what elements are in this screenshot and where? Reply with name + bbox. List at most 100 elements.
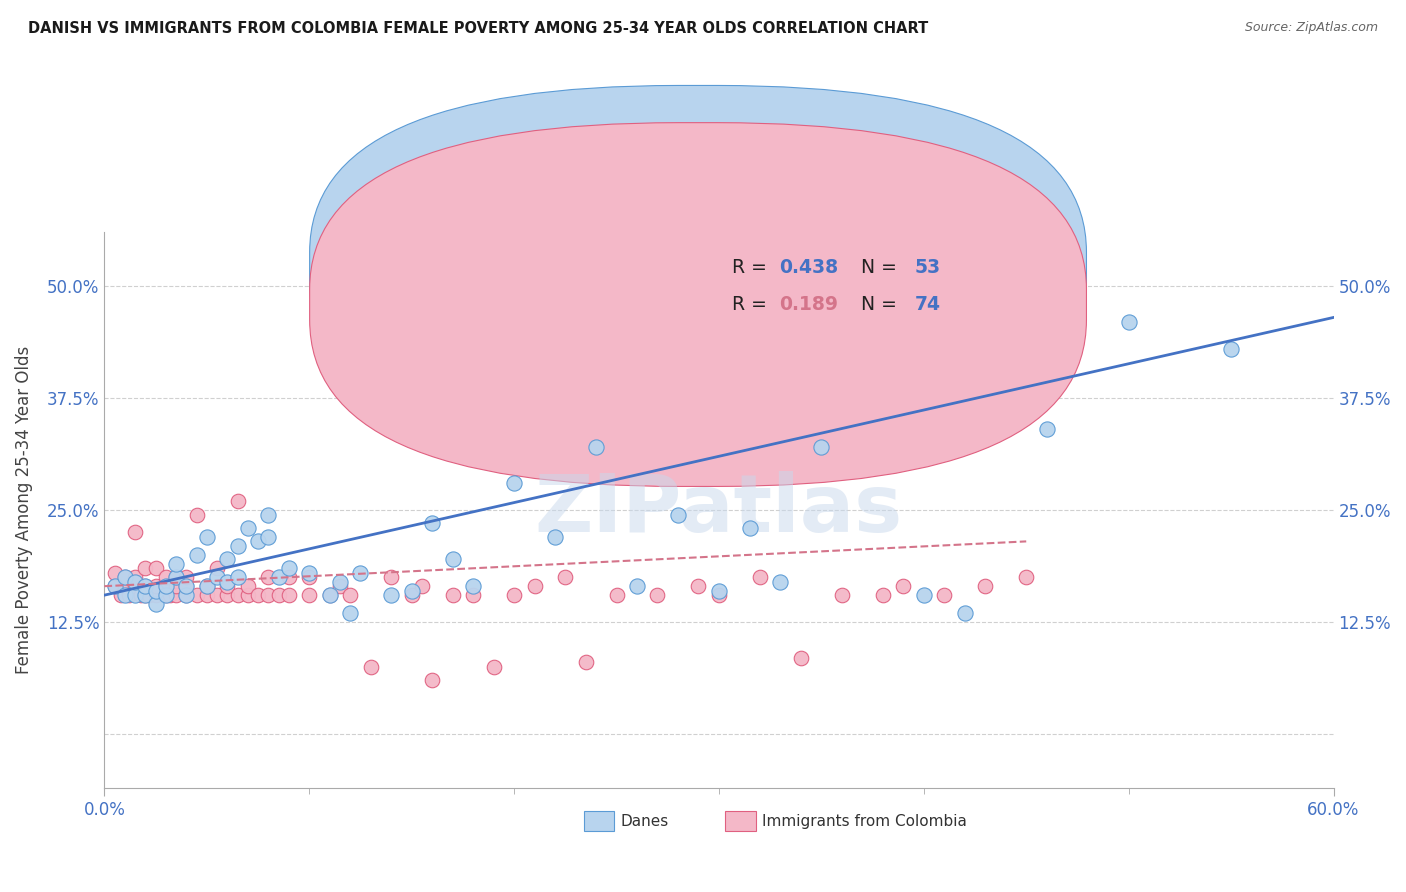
Point — [165, 570, 187, 584]
Point — [195, 579, 218, 593]
Point — [114, 579, 136, 593]
Point — [129, 588, 152, 602]
Point — [831, 588, 853, 602]
Point — [176, 588, 198, 602]
Point — [953, 606, 976, 620]
Point — [176, 579, 198, 593]
Point — [124, 570, 146, 584]
FancyBboxPatch shape — [309, 86, 1087, 450]
Point — [380, 588, 402, 602]
Point — [626, 579, 648, 593]
Point — [226, 494, 249, 508]
Point — [329, 579, 352, 593]
Point — [145, 579, 167, 593]
Point — [267, 570, 290, 584]
Point — [134, 579, 156, 593]
Point — [124, 588, 146, 602]
Point — [748, 570, 770, 584]
Point — [186, 548, 208, 562]
Point — [118, 588, 141, 602]
Point — [226, 539, 249, 553]
Point — [298, 566, 321, 580]
Point — [441, 588, 464, 602]
Point — [124, 574, 146, 589]
Text: R =: R = — [733, 295, 773, 314]
Text: 53: 53 — [914, 258, 941, 277]
FancyBboxPatch shape — [309, 123, 1087, 486]
Point — [688, 579, 710, 593]
Point — [236, 579, 259, 593]
Point — [226, 588, 249, 602]
Point — [912, 588, 935, 602]
Point — [195, 579, 218, 593]
Text: Immigrants from Colombia: Immigrants from Colombia — [762, 814, 967, 829]
Text: N =: N = — [849, 258, 903, 277]
Point — [110, 588, 132, 602]
Text: 0.438: 0.438 — [779, 258, 838, 277]
Point — [159, 588, 181, 602]
Point — [165, 570, 187, 584]
Text: N =: N = — [849, 295, 903, 314]
Point — [114, 570, 136, 584]
Text: Source: ZipAtlas.com: Source: ZipAtlas.com — [1244, 21, 1378, 34]
Point — [1220, 342, 1243, 356]
Point — [503, 588, 526, 602]
Point — [461, 579, 484, 593]
Point — [872, 588, 894, 602]
Point — [790, 651, 813, 665]
Point — [217, 574, 239, 589]
Point — [114, 588, 136, 602]
Point — [155, 588, 177, 602]
Point — [257, 508, 280, 522]
Point — [277, 570, 299, 584]
Point — [277, 588, 299, 602]
Point — [217, 579, 239, 593]
Point — [226, 570, 249, 584]
Point — [236, 521, 259, 535]
Point — [647, 588, 669, 602]
Point — [145, 597, 167, 611]
Point — [257, 530, 280, 544]
Point — [339, 588, 361, 602]
Point — [134, 561, 156, 575]
Point — [277, 561, 299, 575]
Point — [380, 570, 402, 584]
Point — [134, 588, 156, 602]
Text: 0.189: 0.189 — [779, 295, 838, 314]
Point — [257, 570, 280, 584]
Y-axis label: Female Poverty Among 25-34 Year Olds: Female Poverty Among 25-34 Year Olds — [15, 346, 32, 674]
Point — [134, 588, 156, 602]
Point — [544, 530, 567, 544]
Point — [666, 508, 689, 522]
Point — [205, 570, 228, 584]
Point — [554, 570, 576, 584]
Point — [738, 521, 761, 535]
Point — [401, 588, 423, 602]
Bar — [725, 811, 756, 831]
Point — [707, 583, 730, 598]
Point — [155, 570, 177, 584]
Point — [575, 656, 598, 670]
Point — [145, 583, 167, 598]
Point — [176, 570, 198, 584]
FancyBboxPatch shape — [664, 246, 1057, 326]
Point — [145, 561, 167, 575]
Point — [585, 441, 607, 455]
Point — [503, 476, 526, 491]
Point — [891, 579, 914, 593]
Point — [974, 579, 997, 593]
Text: 74: 74 — [914, 295, 941, 314]
Point — [165, 557, 187, 571]
Point — [205, 588, 228, 602]
Point — [1015, 570, 1038, 584]
Point — [247, 588, 270, 602]
Point — [934, 588, 956, 602]
Point — [267, 588, 290, 602]
Point — [195, 530, 218, 544]
Point — [134, 579, 156, 593]
Point — [217, 552, 239, 566]
Point — [165, 588, 187, 602]
Point — [482, 660, 505, 674]
Point — [461, 588, 484, 602]
Point — [138, 588, 160, 602]
